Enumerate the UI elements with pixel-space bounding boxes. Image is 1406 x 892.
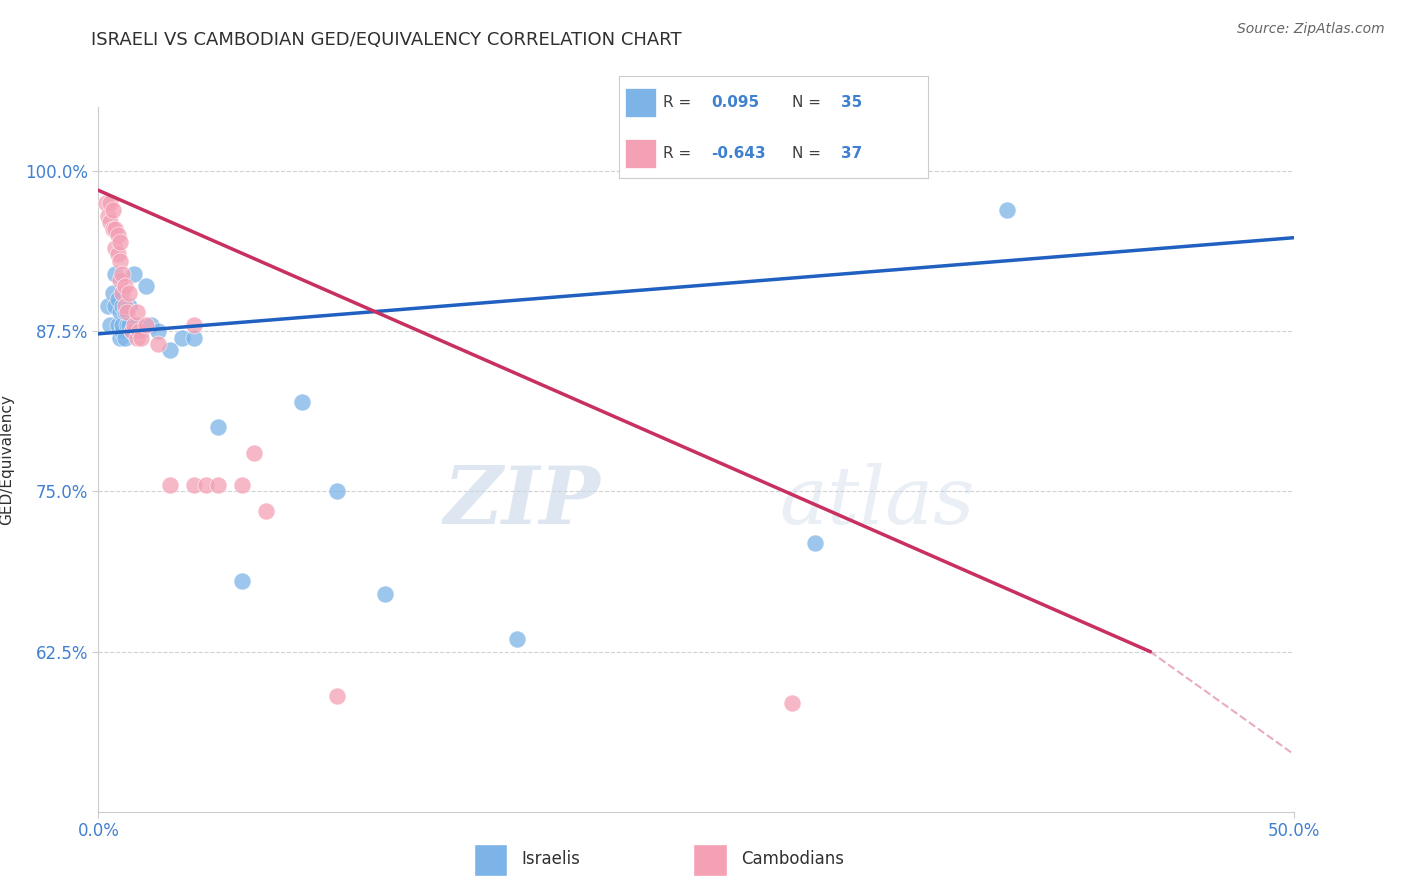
Point	[107, 228, 129, 243]
Text: R =: R =	[664, 146, 692, 161]
Text: Cambodians: Cambodians	[741, 849, 844, 868]
Point	[183, 478, 205, 492]
Point	[121, 324, 143, 338]
Point	[114, 305, 136, 319]
Point	[125, 318, 148, 332]
Point	[780, 696, 803, 710]
Y-axis label: GED/Equivalency: GED/Equivalency	[0, 394, 14, 524]
Point	[104, 241, 127, 255]
Point	[101, 221, 124, 235]
Point	[125, 305, 148, 319]
Point	[135, 279, 157, 293]
Point	[148, 324, 170, 338]
Point	[124, 267, 146, 281]
Point	[108, 235, 131, 249]
Point	[111, 318, 134, 332]
Text: atlas: atlas	[779, 463, 974, 541]
Text: ZIP: ZIP	[443, 463, 600, 541]
Point	[243, 446, 266, 460]
Point	[231, 478, 253, 492]
Point	[111, 299, 134, 313]
Point	[148, 337, 170, 351]
Point	[995, 202, 1018, 217]
FancyBboxPatch shape	[693, 844, 727, 876]
Point	[124, 318, 146, 332]
Point	[111, 324, 134, 338]
Point	[107, 318, 129, 332]
Point	[183, 318, 205, 332]
Point	[195, 478, 218, 492]
Point	[108, 331, 131, 345]
Point	[98, 318, 122, 332]
Point	[97, 209, 120, 223]
Point	[326, 484, 349, 499]
Point	[94, 196, 117, 211]
FancyBboxPatch shape	[624, 139, 655, 168]
Point	[183, 331, 205, 345]
Point	[159, 478, 181, 492]
Point	[804, 535, 827, 549]
Point	[118, 285, 141, 300]
Text: N =: N =	[792, 95, 821, 110]
Point	[114, 279, 136, 293]
Point	[374, 587, 396, 601]
Point	[111, 285, 134, 300]
Point	[118, 299, 141, 313]
Point	[111, 267, 134, 281]
Text: Israelis: Israelis	[522, 849, 581, 868]
Point	[506, 632, 529, 646]
Point	[118, 318, 141, 332]
FancyBboxPatch shape	[474, 844, 508, 876]
Point	[131, 324, 153, 338]
Text: -0.643: -0.643	[711, 146, 766, 161]
Point	[207, 478, 229, 492]
Point	[98, 215, 122, 229]
Point	[114, 299, 136, 313]
FancyBboxPatch shape	[624, 88, 655, 117]
Point	[104, 299, 127, 313]
Point	[98, 196, 122, 211]
Text: ISRAELI VS CAMBODIAN GED/EQUIVALENCY CORRELATION CHART: ISRAELI VS CAMBODIAN GED/EQUIVALENCY COR…	[91, 31, 682, 49]
Point	[107, 247, 129, 261]
Point	[128, 324, 150, 338]
Point	[108, 305, 131, 319]
Text: 35: 35	[841, 95, 863, 110]
Point	[101, 202, 124, 217]
Point	[101, 285, 124, 300]
Point	[291, 394, 314, 409]
Point	[114, 331, 136, 345]
Point	[131, 331, 153, 345]
Text: N =: N =	[792, 146, 821, 161]
Point	[125, 331, 148, 345]
Text: R =: R =	[664, 95, 692, 110]
Point	[135, 318, 157, 332]
Point	[104, 221, 127, 235]
Point	[172, 331, 194, 345]
Point	[107, 292, 129, 306]
Text: Source: ZipAtlas.com: Source: ZipAtlas.com	[1237, 22, 1385, 37]
Point	[104, 267, 127, 281]
Point	[97, 299, 120, 313]
Point	[326, 690, 349, 704]
Point	[231, 574, 253, 588]
Point	[108, 253, 131, 268]
Point	[121, 324, 143, 338]
Text: 0.095: 0.095	[711, 95, 759, 110]
Point	[207, 420, 229, 434]
Point	[254, 503, 277, 517]
Point	[159, 343, 181, 358]
Point	[115, 305, 138, 319]
Point	[139, 318, 162, 332]
Point	[108, 273, 131, 287]
Point	[115, 318, 138, 332]
Text: 37: 37	[841, 146, 863, 161]
